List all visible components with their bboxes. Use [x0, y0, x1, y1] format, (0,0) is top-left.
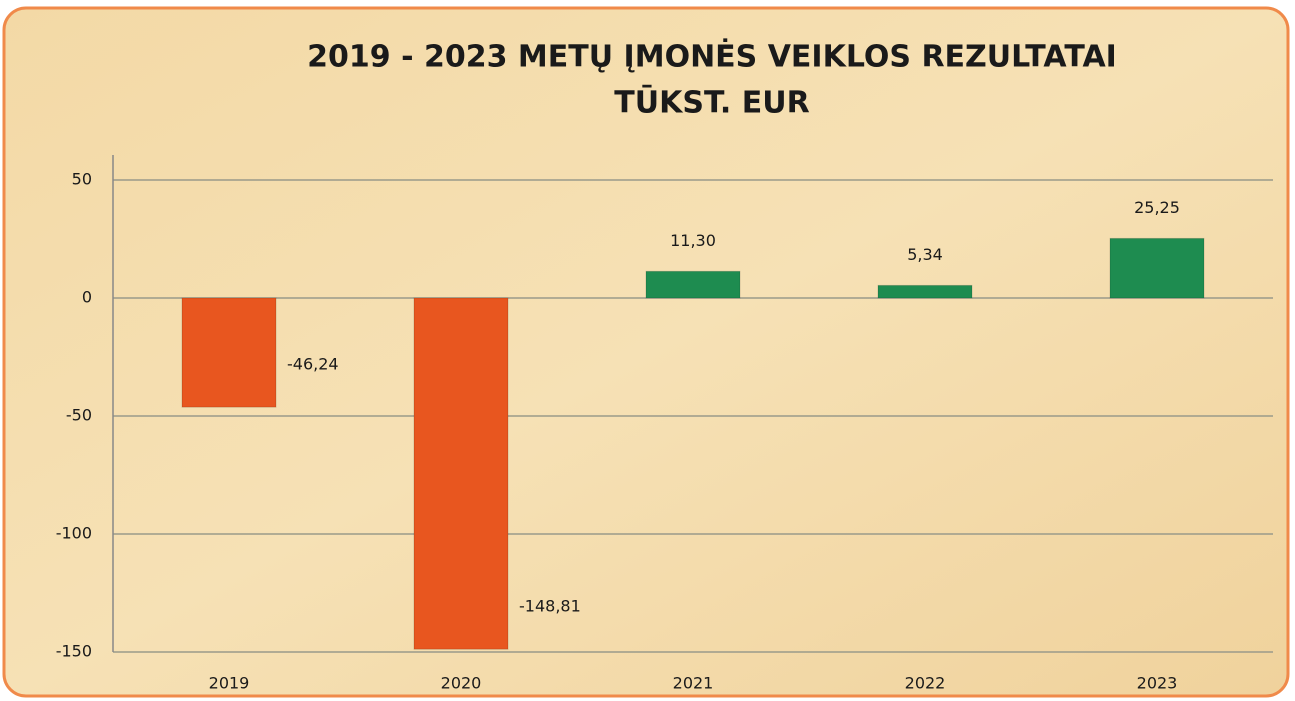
y-tick-label: -150 — [56, 642, 92, 661]
y-tick-label: -100 — [56, 524, 92, 543]
y-tick-label: 0 — [82, 288, 92, 307]
y-tick-label: 50 — [72, 170, 92, 189]
bar — [877, 284, 973, 299]
bar — [181, 297, 277, 408]
data-label: 5,34 — [907, 245, 943, 264]
x-tick-label: 2021 — [673, 674, 714, 693]
data-label: 11,30 — [670, 231, 716, 250]
bar — [645, 270, 741, 299]
x-tick-label: 2022 — [905, 674, 946, 693]
data-label: 25,25 — [1134, 198, 1180, 217]
bar — [1109, 237, 1205, 299]
x-tick-label: 2019 — [209, 674, 250, 693]
chart-title: 2019 - 2023 METŲ ĮMONĖS VEIKLOS REZULTAT… — [307, 39, 1117, 75]
x-tick-label: 2023 — [1137, 674, 1178, 693]
data-label: -148,81 — [519, 597, 581, 616]
bar — [413, 297, 509, 650]
chart-title: TŪKST. EUR — [614, 85, 809, 121]
x-tick-label: 2020 — [441, 674, 482, 693]
y-tick-label: -50 — [66, 406, 92, 425]
data-label: -46,24 — [287, 355, 339, 374]
